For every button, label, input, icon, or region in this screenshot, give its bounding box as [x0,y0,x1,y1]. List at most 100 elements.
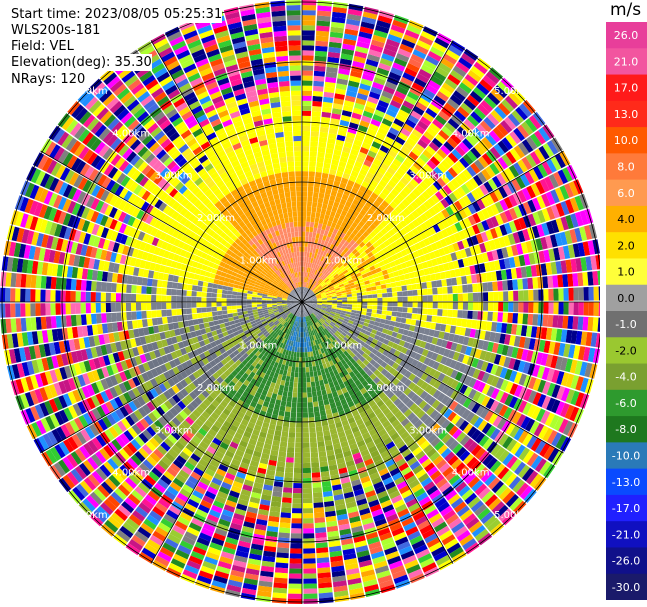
range-gate-cell [273,582,288,589]
range-gate-cell [501,137,513,151]
range-gate-cell [197,360,205,368]
range-gate-cell [399,189,409,199]
range-gate-cell [302,332,304,338]
range-gate-cell [388,71,402,81]
range-gate-cell [234,476,245,484]
range-gate-cell [302,312,304,318]
range-gate-cell [210,504,223,514]
range-gate-cell [448,425,459,436]
range-gate-cell [403,254,410,262]
range-gate-cell [322,269,328,275]
range-gate-cell [294,372,299,378]
range-gate-cell [266,391,273,398]
range-gate-cell [448,333,455,342]
range-gate-cell [357,302,363,305]
range-gate-cell [400,317,407,324]
range-gate-cell [357,323,364,329]
range-gate-cell [303,578,317,584]
range-gate-cell [241,365,249,373]
range-gate-cell [321,305,327,308]
range-gate-cell [478,156,489,168]
range-gate-cell [317,151,325,158]
range-gate-cell [235,359,242,367]
range-gate-cell [518,447,530,461]
range-gate-cell [304,272,307,278]
range-gate-cell [306,326,309,332]
range-gate-cell [364,318,371,324]
range-gate-cell [405,526,419,536]
range-gate-cell [324,334,329,340]
range-gate-cell [315,527,327,534]
range-gate-cell [179,511,193,522]
range-gate-cell [333,283,339,288]
range-gate-cell [534,458,547,473]
range-gate-cell [254,477,265,485]
range-gate-cell [415,515,428,526]
range-gate-cell [271,377,278,384]
range-gate-cell [210,424,220,433]
range-gate-cell [392,158,402,168]
range-gate-cell [451,458,463,470]
range-gate-cell [196,537,210,547]
range-gate-cell [379,242,387,250]
range-gate-cell [308,320,311,326]
range-gate-cell [353,182,361,190]
range-gate-cell [303,261,306,267]
range-gate-cell [501,344,509,356]
range-gate-cell [432,214,442,224]
range-gate-cell [430,437,441,448]
range-gate-cell [418,240,426,249]
range-gate-cell [378,249,385,257]
range-gate-cell [473,174,483,186]
range-gate-cell [438,347,446,356]
range-gate-cell [351,479,362,487]
range-gate-cell [307,300,312,302]
range-gate-cell [455,343,463,353]
range-gate-cell [504,473,518,487]
range-gate-cell [317,313,323,318]
range-gate-cell [535,408,546,422]
range-gate-cell [433,345,441,354]
range-gate-cell [315,542,328,549]
range-gate-cell [483,116,496,130]
range-gate-cell [305,305,309,310]
range-gate-cell [537,379,547,393]
range-gate-cell [254,445,263,453]
range-gate-cell [442,286,448,294]
range-gate-cell [309,437,317,443]
range-gate-cell [349,421,358,429]
range-gate-cell [460,183,471,195]
range-gate-cell [349,315,356,319]
range-gate-cell [311,273,315,279]
range-gate-cell [452,293,458,302]
range-gate-cell [317,349,322,355]
range-gate-cell [383,113,395,123]
range-gate-cell [280,400,287,407]
range-gate-cell [391,494,403,504]
range-gate-cell [402,296,408,302]
range-gate-cell [302,352,305,358]
range-gate-cell [286,401,292,408]
range-gate-cell [288,386,294,393]
range-gate-cell [281,326,286,332]
range-gate-cell [371,248,378,255]
range-gate-cell [266,530,278,538]
range-gate-cell [292,315,296,321]
range-gate-cell [395,222,404,231]
range-gate-cell [395,536,409,546]
range-gate-cell [355,97,367,106]
range-gate-cell [489,352,497,364]
range-gate-cell [383,85,396,95]
range-gate-cell [464,328,471,337]
range-gate-cell [439,238,448,248]
range-gate-cell [494,260,501,271]
range-gate-cell [357,275,363,281]
range-gate-cell [321,295,327,298]
range-gate-cell [479,407,490,419]
range-gate-cell [341,110,352,117]
range-gate-cell [343,216,350,224]
range-gate-cell [387,340,394,348]
range-gate-cell [328,284,334,289]
range-gate-cell [274,567,288,574]
range-gate-cell [336,78,348,86]
